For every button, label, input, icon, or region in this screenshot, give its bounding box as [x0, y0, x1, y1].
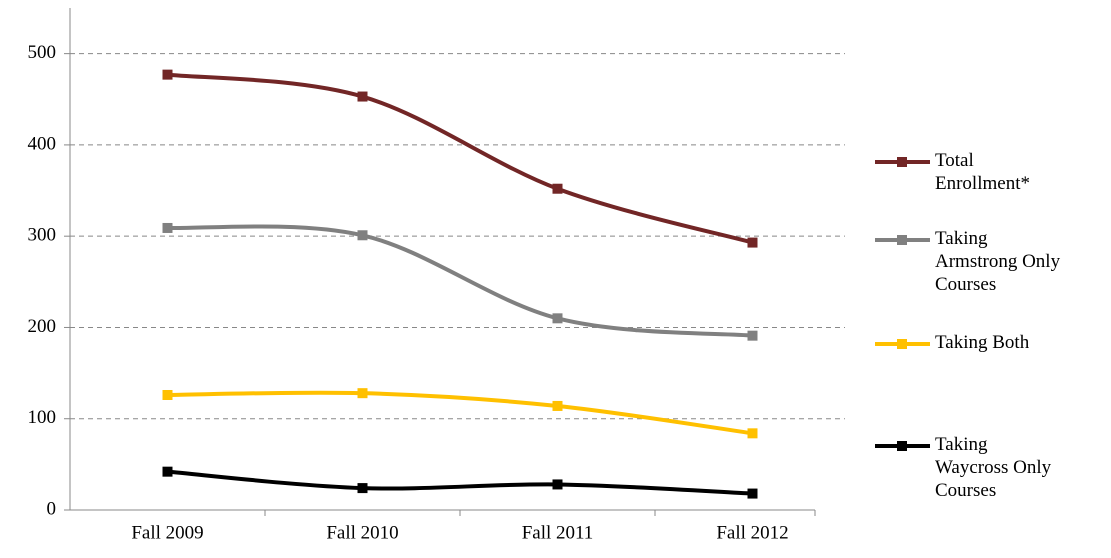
marker	[552, 183, 563, 194]
legend-marker	[897, 157, 907, 167]
marker	[162, 389, 173, 400]
y-tick-label: 500	[28, 42, 57, 63]
marker	[747, 428, 758, 439]
marker	[747, 330, 758, 341]
marker	[747, 237, 758, 248]
x-tick-label: Fall 2010	[326, 522, 398, 543]
marker	[552, 400, 563, 411]
legend-label: Total Enrollment*	[935, 150, 1030, 194]
legend-label: Taking Waycross Only Courses	[935, 434, 1056, 501]
marker	[357, 388, 368, 399]
series-line	[167, 72, 754, 245]
legend-label: Taking Armstrong Only Courses	[935, 228, 1065, 295]
y-tick-label: 0	[47, 498, 57, 519]
x-tick-label: Fall 2011	[522, 522, 594, 543]
series-line	[167, 224, 753, 338]
marker	[162, 69, 173, 80]
y-tick-label: 400	[28, 133, 57, 154]
y-tick-label: 100	[28, 407, 57, 428]
series-line	[167, 469, 753, 496]
marker	[357, 91, 368, 102]
legend-label: Taking Both	[935, 332, 1030, 353]
marker	[552, 479, 563, 490]
marker	[162, 222, 173, 233]
marker	[552, 313, 563, 324]
legend-marker	[897, 339, 907, 349]
y-tick-label: 300	[28, 225, 57, 246]
marker	[357, 483, 368, 494]
x-tick-label: Fall 2009	[131, 522, 203, 543]
marker	[357, 230, 368, 241]
x-tick-label: Fall 2012	[716, 522, 788, 543]
series-line	[167, 390, 753, 436]
marker	[162, 466, 173, 477]
legend-marker	[897, 441, 907, 451]
legend-marker	[897, 235, 907, 245]
y-tick-label: 200	[28, 316, 57, 337]
marker	[747, 488, 758, 499]
